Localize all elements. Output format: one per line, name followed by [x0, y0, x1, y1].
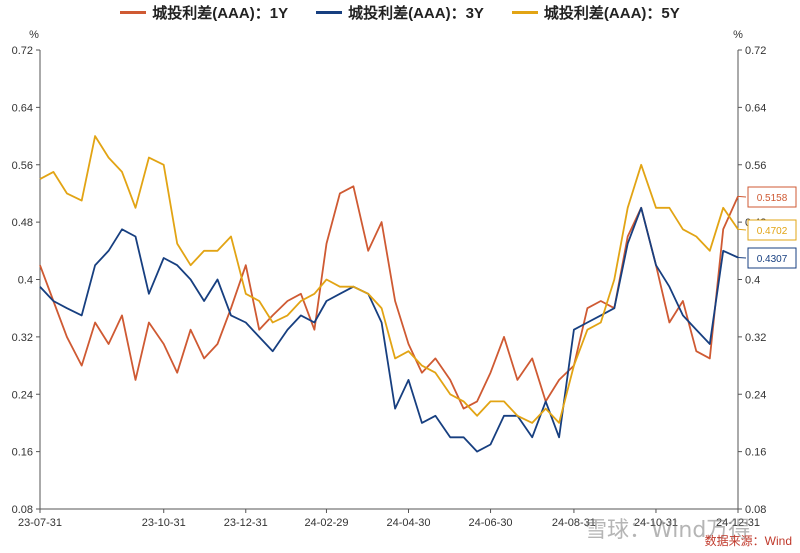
end-label-leader: [737, 228, 747, 231]
legend-swatch-3y: [316, 11, 343, 14]
end-label-leader: [737, 195, 747, 198]
y-tick-label-right: 0.64: [745, 102, 766, 114]
legend-swatch-1y: [120, 11, 147, 14]
legend-label-3y: 城投利差(AAA)：3Y: [348, 5, 484, 22]
y-tick-label-right: 0.56: [745, 160, 766, 172]
x-tick-label: 24-12-31: [716, 517, 760, 529]
y-tick-label-left: 0.48: [12, 217, 33, 229]
legend-swatch-5y: [511, 11, 538, 14]
end-label-value: 0.5158: [757, 193, 788, 204]
legend-label-1y: 城投利差(AAA)：1Y: [152, 5, 289, 22]
y-tick-label-right: 0.24: [745, 389, 766, 401]
y-unit-left: %: [29, 29, 39, 41]
end-label-box: [747, 186, 797, 208]
series-line-5y[interactable]: [39, 135, 739, 424]
y-tick-label-left: 0.16: [12, 447, 33, 459]
x-tick-label: 24-04-30: [386, 517, 430, 529]
end-label-value: 0.4307: [757, 254, 788, 265]
end-label-value: 0.4702: [757, 226, 788, 237]
y-tick-label-right: 0.4: [745, 275, 760, 287]
y-tick-label-right: 0.72: [745, 45, 766, 57]
x-tick-label: 24-02-29: [304, 517, 348, 529]
x-tick-label: 23-12-31: [224, 517, 268, 529]
legend-item-1y[interactable]: 城投利差(AAA)：1Y: [120, 2, 288, 23]
x-tick-label: 24-08-31: [552, 517, 596, 529]
y-tick-label-left: 0.56: [12, 160, 33, 172]
end-label-box: [747, 247, 797, 269]
x-tick-label: 23-07-31: [18, 517, 62, 529]
y-tick-label-left: 0.08: [12, 504, 33, 516]
x-tick-label: 23-10-31: [142, 517, 186, 529]
watermark: 雪球：Wind万得: [585, 518, 751, 543]
y-unit-right: %: [733, 29, 743, 41]
legend-label-5y: 城投利差(AAA)：5Y: [543, 5, 680, 22]
data-source: 数据来源：Wind: [704, 534, 792, 548]
legend: 城投利差(AAA)：1Y 城投利差(AAA)：3Y 城投利差(AAA)：5Y: [0, 2, 800, 23]
legend-item-3y[interactable]: 城投利差(AAA)：3Y: [316, 2, 484, 23]
x-tick-label: 24-06-30: [469, 517, 513, 529]
y-tick-label-right: 0.32: [745, 332, 766, 344]
y-tick-label-left: 0.72: [12, 45, 33, 57]
end-label-box: [747, 219, 797, 241]
y-tick-label-left: 0.64: [12, 102, 33, 114]
y-tick-label-right: 0.08: [745, 504, 766, 516]
series-line-3y[interactable]: [39, 206, 739, 453]
end-label-leader: [737, 257, 747, 259]
legend-item-5y[interactable]: 城投利差(AAA)：5Y: [511, 2, 680, 23]
y-tick-label-left: 0.4: [18, 275, 33, 287]
y-tick-label-left: 0.32: [12, 332, 33, 344]
y-tick-label-left: 0.24: [12, 389, 33, 401]
y-tick-label-right: 0.16: [745, 447, 766, 459]
x-tick-label: 24-10-31: [634, 517, 678, 529]
